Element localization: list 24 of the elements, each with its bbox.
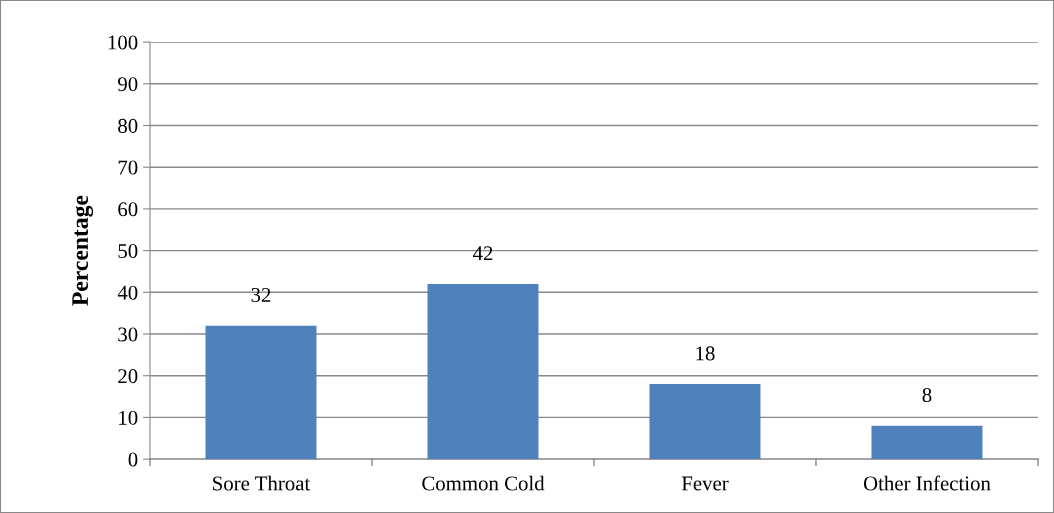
data-label: 42 [472,246,493,261]
y-tick-label: 20 [118,369,138,384]
x-tick-label: Other Infection [863,475,991,491]
y-tick-label: 50 [118,243,138,259]
bar [427,283,539,460]
y-tick-label: 90 [118,77,138,92]
y-tick-label: 40 [117,285,138,300]
y-tick-label: 100 [108,35,138,50]
data-label: 18 [696,346,715,361]
bar [649,384,761,460]
y-tick-label: 10 [119,410,138,425]
bar [205,325,317,460]
y-tick-label: 60 [118,202,138,217]
y-tick-label: 70 [118,160,138,175]
data-label: 32 [251,288,271,302]
data-label: 8 [922,388,932,403]
x-tick-label: Common Cold [422,475,545,491]
bar [871,425,983,460]
y-tick-label: 0 [128,452,138,467]
y-axis-title: Percentage [72,195,94,306]
y-tick-label: 30 [118,327,138,342]
x-tick-label: Sore Throat [213,475,311,491]
x-tick-label: Fever [681,476,729,491]
y-tick-label: 80 [118,118,138,133]
